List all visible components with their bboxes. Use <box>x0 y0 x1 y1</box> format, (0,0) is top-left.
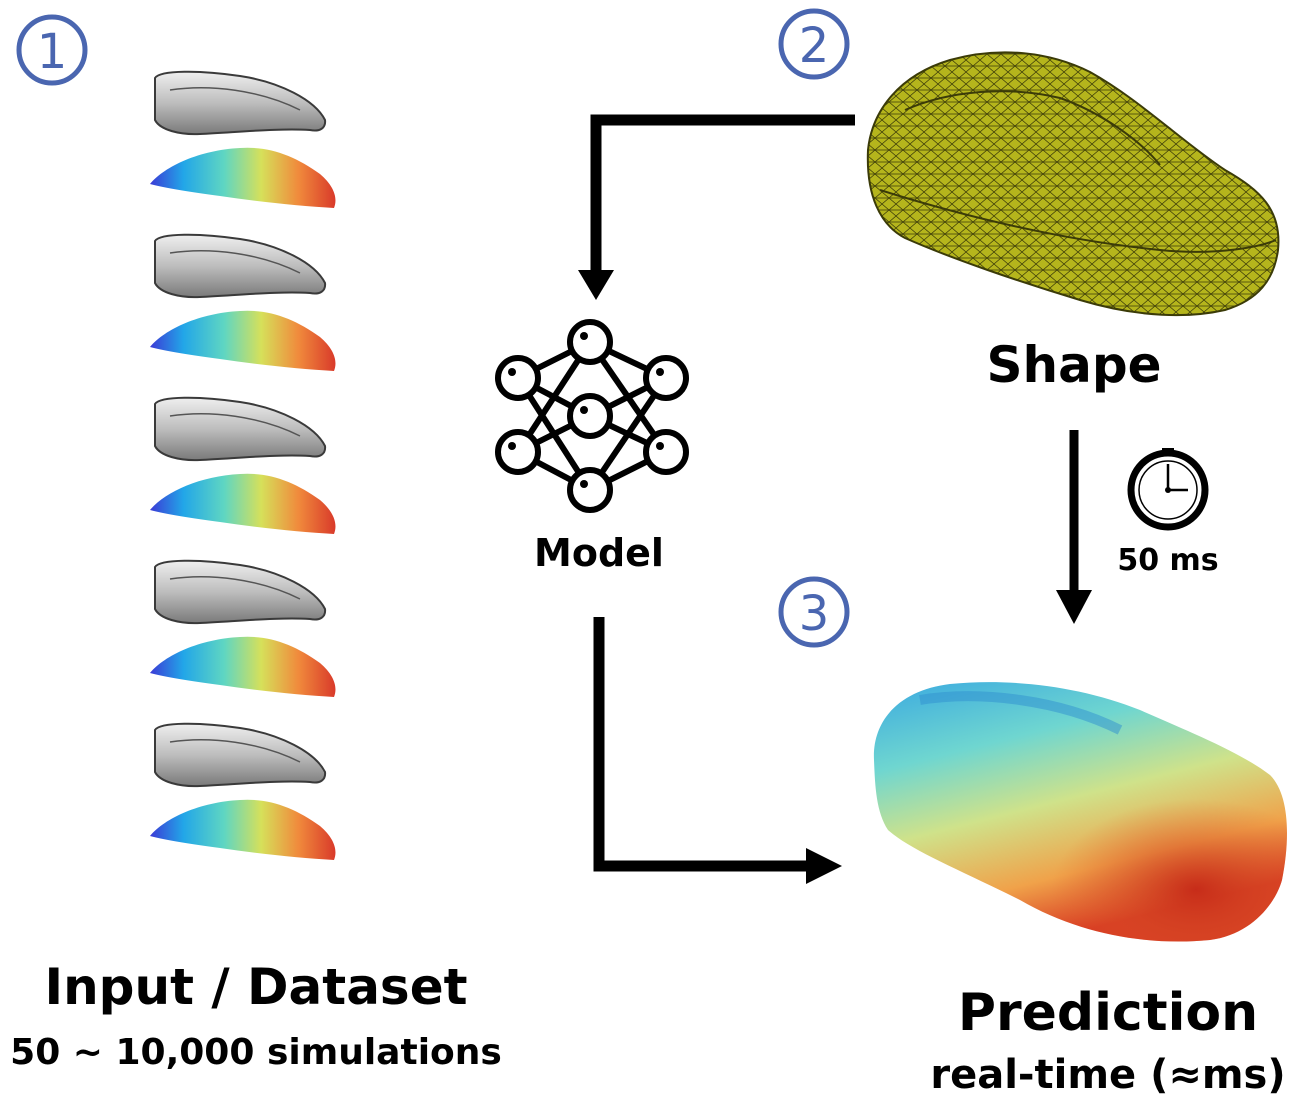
dataset-car-contour <box>169 87 301 111</box>
model-label: Model <box>534 531 664 575</box>
dataset-car-geometry <box>154 722 327 788</box>
neural-network-icon <box>495 319 689 513</box>
dataset-sample <box>150 722 336 860</box>
step-3-label: 3 <box>799 586 830 642</box>
dataset-car-pressure-field <box>150 147 336 208</box>
dataset-car-geometry <box>154 396 327 462</box>
model-to-prediction-arrow <box>593 617 808 872</box>
dataset-car-geometry <box>154 559 327 625</box>
shape-label: Shape <box>986 336 1161 394</box>
step-1-label: 1 <box>37 24 68 80</box>
step-2-circle <box>778 8 850 80</box>
prediction-title: Prediction <box>958 983 1258 1043</box>
dataset-subtitle: 50 ~ 10,000 simulations <box>10 1032 502 1073</box>
car-mesh-icon <box>866 51 1280 317</box>
timing-label: 50 ms <box>1117 543 1218 578</box>
dataset-title: Input / Dataset <box>44 958 467 1016</box>
step-2-label: 2 <box>799 18 830 74</box>
dataset-car-contour <box>169 413 301 437</box>
step-3-circle <box>778 576 850 648</box>
model-to-prediction-arrowhead <box>806 848 842 884</box>
shape-to-prediction-arrowhead <box>1056 590 1092 624</box>
prediction-subtitle: real-time (≈ms) <box>930 1052 1285 1098</box>
dataset-car-contour <box>169 576 301 600</box>
dataset-sample <box>150 70 336 208</box>
dataset-sample <box>150 233 336 371</box>
dataset-car-geometry <box>154 233 327 299</box>
dataset-car-pressure-field <box>150 799 336 860</box>
shape-to-model-arrowhead <box>578 270 614 300</box>
shape-to-model-arrow <box>590 114 855 270</box>
dataset-samples <box>150 70 336 860</box>
dataset-car-contour <box>169 250 301 274</box>
dataset-car-contour <box>169 739 301 763</box>
dataset-car-pressure-field <box>150 310 336 371</box>
dataset-car-pressure-field <box>150 473 336 534</box>
dataset-sample <box>150 396 336 534</box>
clock-icon <box>1127 448 1209 531</box>
car-pressure-field-icon <box>873 682 1287 942</box>
step-1-circle <box>16 14 88 86</box>
dataset-car-geometry <box>154 70 327 136</box>
dataset-car-pressure-field <box>150 636 336 697</box>
dataset-sample <box>150 559 336 697</box>
